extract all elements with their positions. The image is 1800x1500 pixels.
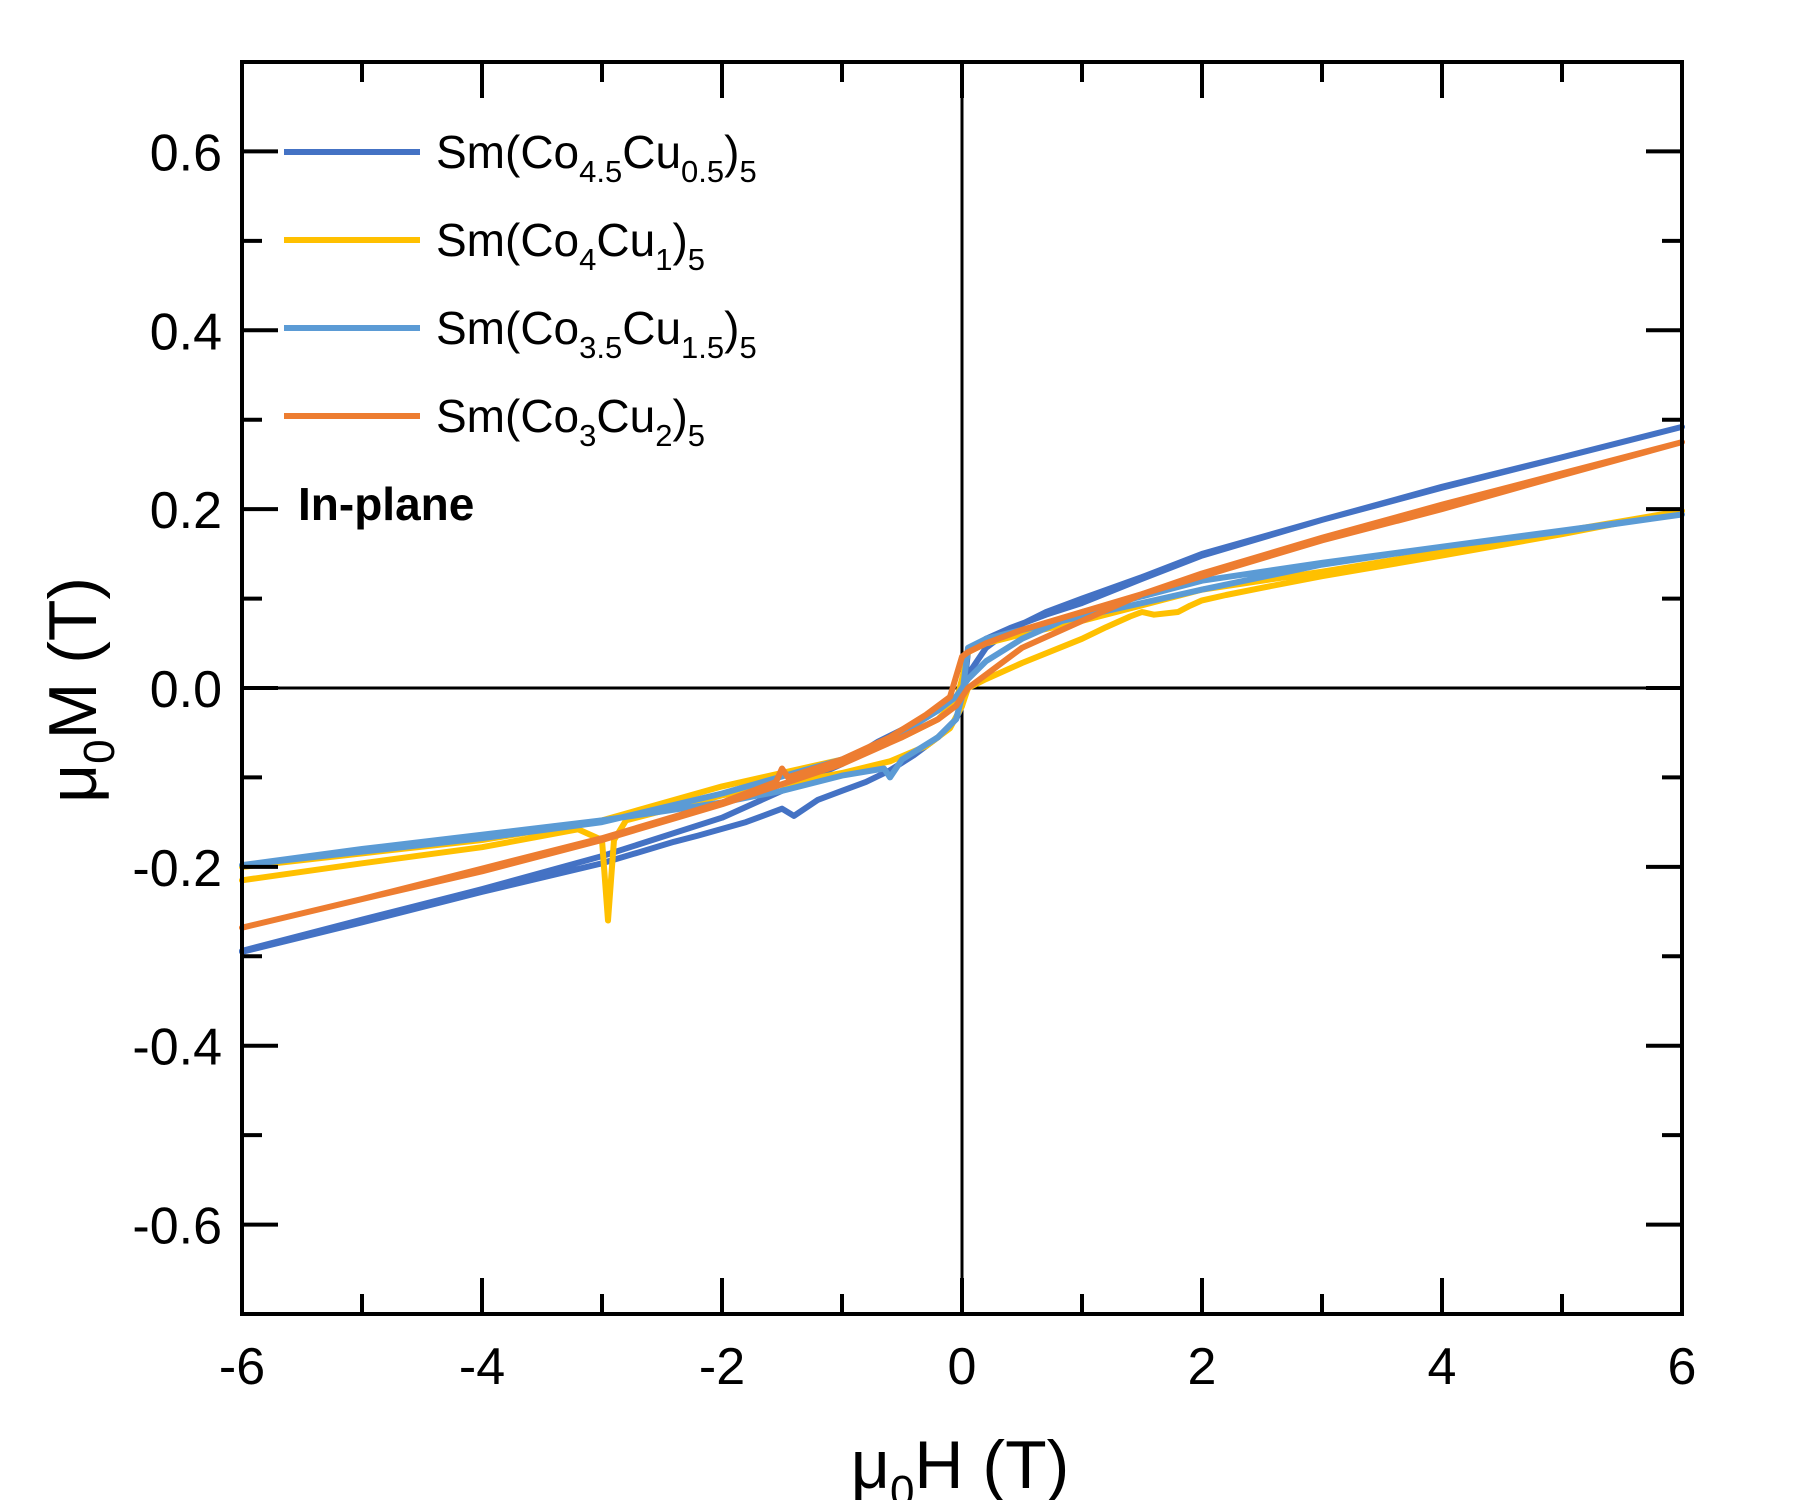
x-tick-label: 0 bbox=[948, 1338, 977, 1396]
ticks-layer: -6 -4 -2 0 2 4 6 -0.6 -0.4 -0.2 0.0 0.2 0.4 0.6 bbox=[132, 60, 1697, 1396]
x-tick-label: 6 bbox=[1668, 1338, 1697, 1396]
legend-label-3: Sm(Co3.5Cu1.5)5 bbox=[436, 302, 757, 365]
y-tick-label: 0.4 bbox=[150, 303, 222, 361]
y-axis-title: μ0M (T) bbox=[35, 577, 124, 803]
x-tick-label: -6 bbox=[219, 1338, 265, 1396]
legend-label-1: Sm(Co4.5Cu0.5)5 bbox=[436, 126, 757, 189]
x-tick-label: 4 bbox=[1428, 1338, 1457, 1396]
x-axis-title: μ0H (T) bbox=[851, 1427, 1070, 1500]
legend-label-2: Sm(Co4Cu1)5 bbox=[436, 214, 705, 277]
x-tick-label: -4 bbox=[459, 1338, 505, 1396]
x-tick-label: 2 bbox=[1188, 1338, 1217, 1396]
y-tick-label: -0.2 bbox=[132, 840, 222, 898]
y-tick-label: 0.6 bbox=[150, 124, 222, 182]
y-tick-label: -0.6 bbox=[132, 1198, 222, 1256]
y-tick-label: 0.0 bbox=[150, 661, 222, 719]
legend-label-4: Sm(Co3Cu2)5 bbox=[436, 390, 705, 453]
y-tick-label: 0.2 bbox=[150, 482, 222, 540]
series-line-4 bbox=[239, 439, 1685, 931]
y-tick-label: -0.4 bbox=[132, 1019, 222, 1077]
series-layer bbox=[239, 423, 1685, 955]
annotation-in-plane: In-plane bbox=[298, 478, 474, 530]
legend: Sm(Co4.5Cu0.5)5 Sm(Co4Cu1)5 Sm(Co3.5Cu1.5)… bbox=[284, 126, 757, 453]
x-tick-label: -2 bbox=[699, 1338, 745, 1396]
